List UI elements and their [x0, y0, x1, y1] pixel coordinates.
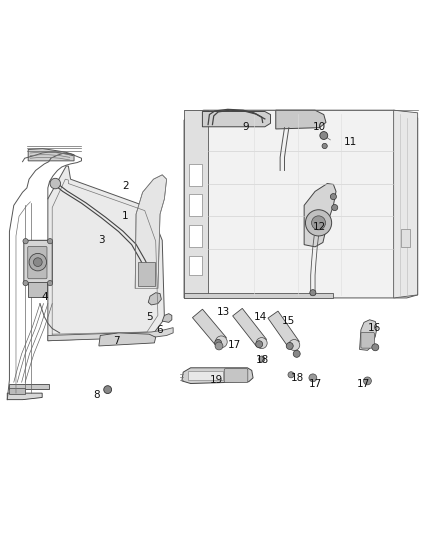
FancyBboxPatch shape: [361, 333, 374, 348]
Circle shape: [305, 210, 332, 236]
Polygon shape: [10, 388, 25, 394]
Circle shape: [23, 239, 28, 244]
Circle shape: [23, 280, 28, 286]
Circle shape: [259, 356, 265, 362]
Circle shape: [311, 216, 325, 230]
Text: 3: 3: [98, 235, 104, 245]
Text: 5: 5: [146, 312, 152, 322]
Text: 18: 18: [291, 373, 304, 383]
Polygon shape: [202, 111, 271, 127]
Circle shape: [47, 239, 53, 244]
FancyBboxPatch shape: [189, 225, 201, 247]
Circle shape: [215, 336, 227, 348]
Text: 1: 1: [122, 211, 128, 221]
Circle shape: [310, 289, 316, 296]
Polygon shape: [182, 368, 253, 384]
Polygon shape: [135, 175, 166, 288]
Circle shape: [29, 253, 46, 271]
FancyBboxPatch shape: [24, 240, 52, 284]
Polygon shape: [184, 110, 208, 298]
Polygon shape: [184, 110, 418, 298]
Text: 7: 7: [113, 336, 120, 346]
Polygon shape: [22, 282, 51, 284]
FancyBboxPatch shape: [28, 246, 47, 279]
Text: 17: 17: [228, 340, 241, 350]
Circle shape: [215, 342, 223, 350]
Text: 16: 16: [367, 322, 381, 333]
Polygon shape: [28, 149, 74, 161]
Polygon shape: [148, 293, 161, 305]
Text: 17: 17: [357, 379, 370, 390]
Polygon shape: [48, 328, 173, 341]
Text: 6: 6: [157, 325, 163, 335]
Circle shape: [47, 280, 53, 286]
Polygon shape: [22, 240, 51, 243]
Text: 13: 13: [217, 308, 230, 317]
Text: 17: 17: [308, 379, 321, 390]
FancyBboxPatch shape: [189, 164, 201, 185]
Circle shape: [309, 374, 317, 382]
Circle shape: [332, 205, 338, 211]
Circle shape: [364, 377, 371, 385]
Polygon shape: [394, 110, 418, 298]
Polygon shape: [162, 313, 172, 322]
Text: 4: 4: [41, 292, 48, 302]
Text: 10: 10: [313, 122, 326, 132]
Polygon shape: [192, 309, 226, 346]
FancyBboxPatch shape: [188, 371, 223, 381]
Text: 15: 15: [282, 316, 296, 326]
Circle shape: [215, 340, 222, 346]
Polygon shape: [48, 166, 164, 341]
Circle shape: [256, 341, 263, 348]
Polygon shape: [276, 110, 326, 129]
Text: 8: 8: [93, 390, 100, 400]
Circle shape: [104, 386, 112, 393]
Text: 14: 14: [254, 312, 267, 322]
Circle shape: [286, 343, 293, 350]
Circle shape: [33, 258, 42, 266]
Polygon shape: [99, 333, 155, 346]
FancyBboxPatch shape: [224, 369, 248, 383]
Text: 19: 19: [210, 375, 223, 385]
Polygon shape: [233, 309, 266, 347]
Polygon shape: [268, 311, 299, 349]
Circle shape: [330, 193, 336, 200]
Text: 11: 11: [343, 137, 357, 147]
Circle shape: [289, 340, 300, 351]
Circle shape: [322, 143, 327, 149]
FancyBboxPatch shape: [189, 195, 201, 216]
Text: 18: 18: [256, 356, 269, 365]
Circle shape: [256, 337, 267, 349]
Polygon shape: [9, 384, 49, 389]
FancyBboxPatch shape: [401, 229, 410, 247]
Circle shape: [50, 179, 60, 189]
FancyBboxPatch shape: [28, 282, 47, 297]
Polygon shape: [304, 183, 336, 247]
Circle shape: [372, 344, 379, 351]
FancyBboxPatch shape: [189, 256, 201, 275]
Text: 2: 2: [122, 181, 128, 191]
Polygon shape: [7, 393, 42, 400]
Polygon shape: [360, 320, 377, 350]
Circle shape: [320, 132, 328, 140]
Text: 9: 9: [242, 122, 248, 132]
Text: 12: 12: [313, 222, 326, 232]
Polygon shape: [184, 293, 332, 298]
Circle shape: [288, 372, 294, 378]
FancyBboxPatch shape: [138, 262, 155, 286]
Circle shape: [293, 350, 300, 357]
